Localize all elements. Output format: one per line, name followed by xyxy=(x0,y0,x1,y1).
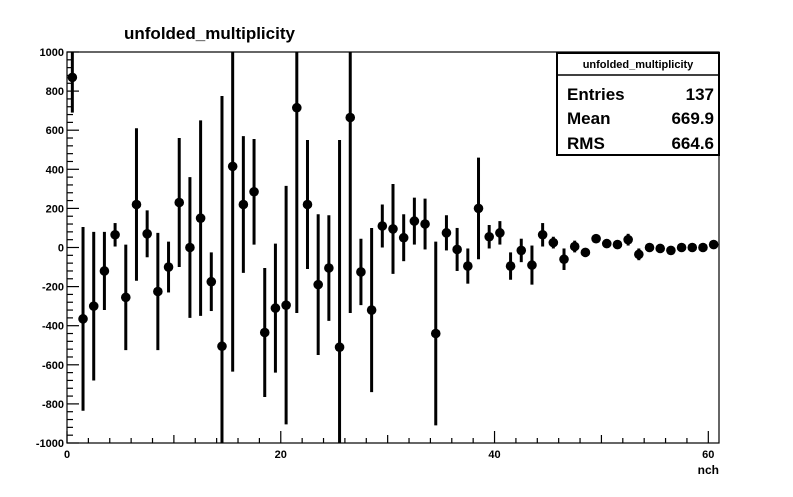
data-point xyxy=(313,279,323,290)
data-point xyxy=(249,186,259,197)
data-point xyxy=(591,233,601,244)
data-point xyxy=(67,72,78,83)
stats-mean-value: 669.9 xyxy=(671,109,714,128)
data-point xyxy=(334,342,345,353)
data-point xyxy=(174,197,185,208)
y-tick-label: 1000 xyxy=(40,47,64,59)
data-point xyxy=(409,216,420,226)
x-tick-label: 60 xyxy=(702,449,714,461)
data-point xyxy=(195,213,206,223)
axes: -1000 -800 -600 -400 -200 0 200 400 600 800 1000 0 2… xyxy=(36,47,715,461)
data-point xyxy=(270,303,281,313)
data-point xyxy=(527,260,537,270)
data-point xyxy=(227,161,238,172)
data-point xyxy=(388,224,398,234)
data-point xyxy=(441,228,452,238)
y-tick-label: 0 xyxy=(58,243,64,255)
data-point xyxy=(420,219,430,229)
data-point xyxy=(88,301,99,311)
data-point xyxy=(366,305,377,315)
data-point xyxy=(99,266,110,276)
x-axis-label: nch xyxy=(698,463,719,477)
data-point xyxy=(495,228,505,238)
data-point xyxy=(463,261,473,271)
data-point xyxy=(505,261,516,271)
y-tick-label: 400 xyxy=(46,164,64,176)
y-tick-label: 800 xyxy=(46,86,64,98)
data-point xyxy=(687,242,698,253)
data-point xyxy=(163,262,174,272)
y-tick-label: 200 xyxy=(46,203,64,215)
data-point xyxy=(484,231,494,242)
data-point xyxy=(110,229,120,240)
data-point xyxy=(302,199,313,210)
data-point xyxy=(452,244,462,255)
stats-mean-label: Mean xyxy=(567,109,610,128)
data-point xyxy=(78,314,88,324)
stats-box-frame xyxy=(556,52,720,156)
data-point xyxy=(569,241,580,252)
data-point xyxy=(217,341,227,352)
data-point xyxy=(259,327,270,338)
data-point xyxy=(666,245,676,256)
data-point xyxy=(281,300,291,310)
data-point xyxy=(142,229,152,239)
data-point xyxy=(548,237,559,248)
data-point xyxy=(345,112,356,123)
data-point xyxy=(430,328,441,339)
x-tick-label: 40 xyxy=(488,449,500,461)
data-point xyxy=(559,254,569,265)
data-point xyxy=(612,239,623,250)
data-point xyxy=(324,263,334,273)
data-point xyxy=(655,243,666,254)
y-tick-label: -200 xyxy=(42,282,64,294)
stats-rms-value: 664.6 xyxy=(671,134,714,153)
data-point xyxy=(473,203,484,214)
data-point xyxy=(377,221,388,231)
y-tick-label: 600 xyxy=(46,125,64,137)
data-point xyxy=(131,199,142,210)
data-point xyxy=(634,249,644,260)
data-point xyxy=(356,267,366,277)
data-point xyxy=(644,242,655,253)
data-point xyxy=(623,234,633,245)
data-point xyxy=(238,199,249,210)
data-point xyxy=(601,238,612,249)
stats-box: unfolded_multiplicity Entries 137 Mean 6… xyxy=(556,52,720,156)
data-point xyxy=(398,232,409,243)
data-point xyxy=(516,245,527,256)
y-tick-label: -600 xyxy=(42,360,64,372)
data-point xyxy=(120,292,131,303)
data-point xyxy=(676,242,687,253)
data-point xyxy=(206,276,217,287)
data-point xyxy=(708,239,719,250)
y-tick-label: -1000 xyxy=(36,438,64,450)
stats-entries-value: 137 xyxy=(686,85,714,104)
data-point xyxy=(292,102,302,113)
data-point xyxy=(580,247,591,258)
data-points xyxy=(67,52,719,443)
stats-box-title: unfolded_multiplicity xyxy=(583,59,694,71)
x-tick-label: 20 xyxy=(275,449,287,461)
data-point xyxy=(153,286,163,297)
data-point xyxy=(185,242,195,253)
chart-title: unfolded_multiplicity xyxy=(124,24,295,43)
data-point xyxy=(537,229,548,240)
stats-rms-label: RMS xyxy=(567,134,605,153)
stats-entries-label: Entries xyxy=(567,85,625,104)
data-point xyxy=(698,242,708,253)
x-tick-label: 0 xyxy=(64,449,70,461)
y-tick-label: -800 xyxy=(42,399,64,411)
y-tick-label: -400 xyxy=(42,321,64,333)
